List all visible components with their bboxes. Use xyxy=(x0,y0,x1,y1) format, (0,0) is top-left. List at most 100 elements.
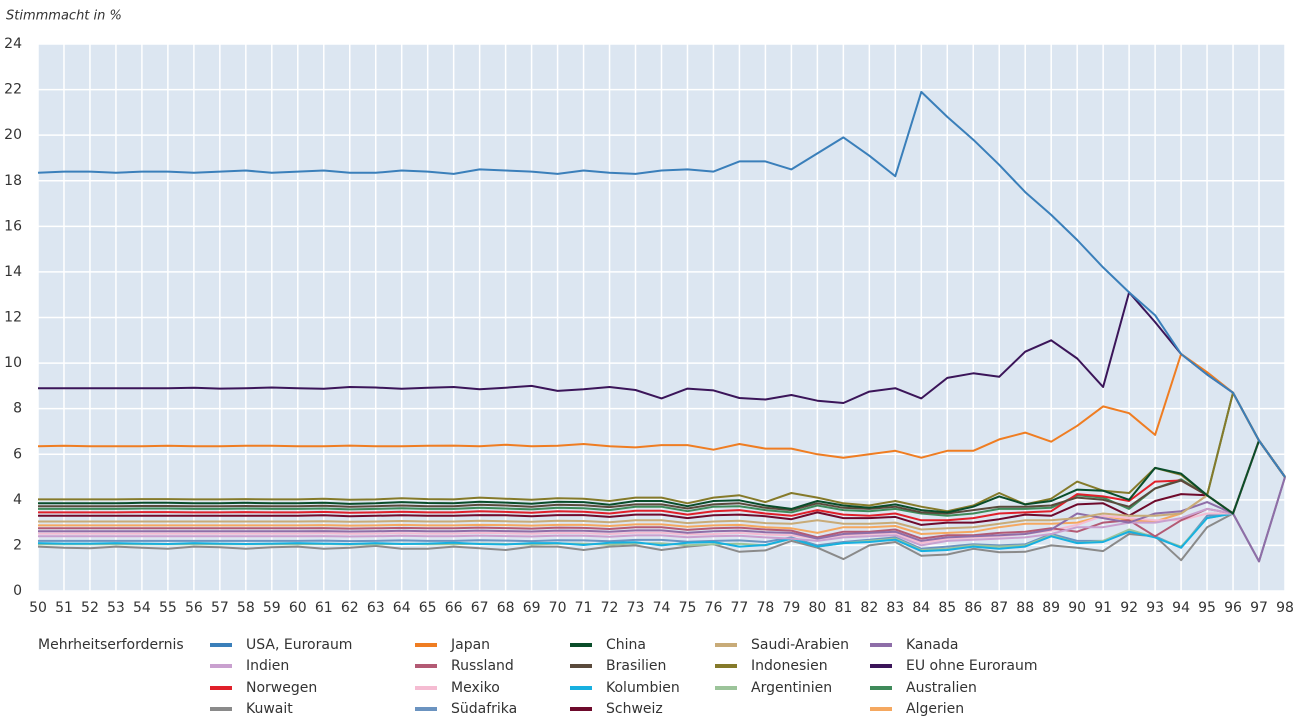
x-tick-label: 75 xyxy=(679,600,697,616)
x-tick-label: 90 xyxy=(1068,600,1086,616)
legend-label: Schweiz xyxy=(606,701,663,717)
x-tick-label: 51 xyxy=(55,600,73,616)
legend-label: Kolumbien xyxy=(606,680,680,696)
x-tick-label: 78 xyxy=(757,600,775,616)
legend-label: Australien xyxy=(906,680,977,696)
legend-label: USA, Euroraum xyxy=(246,637,352,653)
x-tick-label: 84 xyxy=(912,600,930,616)
series-line xyxy=(37,90,1286,478)
series-line xyxy=(38,476,1286,563)
y-axis-label: Stimmmacht in % xyxy=(6,9,122,24)
series-line xyxy=(38,439,1286,545)
series-line xyxy=(38,439,1286,526)
series-line xyxy=(37,476,1286,563)
legend-label: Russland xyxy=(451,658,514,674)
legend-label: Südafrika xyxy=(451,701,517,717)
x-tick-label: 89 xyxy=(1042,600,1060,616)
y-tick-label: 8 xyxy=(13,401,22,417)
x-tick-label: 59 xyxy=(263,600,281,616)
x-tick-label: 92 xyxy=(1120,600,1138,616)
legend-title: Mehrheitserfordernis xyxy=(38,637,184,653)
x-tick-label: 70 xyxy=(549,600,567,616)
x-tick-label: 65 xyxy=(419,600,437,616)
x-tick-label: 74 xyxy=(653,600,671,616)
legend-label: Saudi-Arabien xyxy=(751,637,849,653)
legend-label: EU ohne Euroraum xyxy=(906,658,1038,674)
y-tick-label: 14 xyxy=(4,264,22,280)
x-tick-label: 61 xyxy=(315,600,333,616)
legend-label: Indien xyxy=(246,658,289,674)
legend-label: Norwegen xyxy=(246,680,317,696)
series-line xyxy=(37,353,1286,478)
x-tick-label: 77 xyxy=(731,600,749,616)
x-tick-label: 58 xyxy=(237,600,255,616)
series-line xyxy=(38,439,1286,550)
x-tick-label: 71 xyxy=(575,600,593,616)
x-tick-label: 97 xyxy=(1250,600,1268,616)
x-tick-label: 88 xyxy=(1016,600,1034,616)
series-line xyxy=(38,439,1286,535)
y-tick-label: 10 xyxy=(4,355,22,371)
y-tick-label: 20 xyxy=(4,127,22,143)
legend-label: Kuwait xyxy=(246,701,293,717)
x-tick-label: 66 xyxy=(445,600,463,616)
series-line xyxy=(38,439,1286,522)
x-tick-label: 79 xyxy=(782,600,800,616)
x-tick-label: 82 xyxy=(860,600,878,616)
series-line xyxy=(38,439,1286,547)
series-line xyxy=(38,291,1286,478)
x-tick-label: 94 xyxy=(1172,600,1190,616)
x-tick-label: 80 xyxy=(808,600,826,616)
x-tick-label: 83 xyxy=(886,600,904,616)
x-tick-label: 87 xyxy=(990,600,1008,616)
x-tick-label: 64 xyxy=(393,600,411,616)
x-tick-label: 54 xyxy=(133,600,151,616)
series-line xyxy=(38,391,1286,517)
series-line xyxy=(38,439,1286,515)
y-tick-label: 12 xyxy=(4,310,22,326)
x-tick-label: 96 xyxy=(1224,600,1242,616)
y-tick-label: 18 xyxy=(4,173,22,189)
y-tick-label: 24 xyxy=(4,36,22,52)
series-line xyxy=(38,439,1286,515)
legend-label: Indonesien xyxy=(751,658,828,674)
x-tick-label: 85 xyxy=(938,600,956,616)
x-tick-label: 62 xyxy=(341,600,359,616)
x-tick-label: 60 xyxy=(289,600,307,616)
legend-label: China xyxy=(606,637,646,653)
series-line xyxy=(38,439,1286,531)
x-tick-label: 95 xyxy=(1198,600,1216,616)
x-tick-label: 73 xyxy=(627,600,645,616)
legend-label: Kanada xyxy=(906,637,958,653)
x-tick-label: 50 xyxy=(29,600,47,616)
x-tick-label: 55 xyxy=(159,600,177,616)
x-tick-label: 98 xyxy=(1276,600,1294,616)
x-tick-label: 76 xyxy=(705,600,723,616)
x-tick-label: 63 xyxy=(367,600,385,616)
x-tick-label: 72 xyxy=(601,600,619,616)
x-tick-label: 52 xyxy=(81,600,99,616)
y-tick-label: 4 xyxy=(13,492,22,508)
series-line xyxy=(38,391,1286,513)
series-line xyxy=(38,439,1286,540)
y-tick-label: 2 xyxy=(13,537,22,553)
legend-label: Japan xyxy=(450,637,490,653)
x-tick-label: 57 xyxy=(211,600,229,616)
x-tick-label: 67 xyxy=(471,600,489,616)
legend-label: Algerien xyxy=(906,701,964,717)
legend-label: Argentinien xyxy=(751,680,832,696)
x-tick-label: 86 xyxy=(964,600,982,616)
series-line xyxy=(37,439,1286,553)
x-tick-label: 69 xyxy=(523,600,541,616)
legend-label: Mexiko xyxy=(451,680,500,696)
x-tick-label: 81 xyxy=(834,600,852,616)
y-tick-label: 6 xyxy=(13,446,22,462)
y-tick-label: 22 xyxy=(4,82,22,98)
x-tick-label: 68 xyxy=(497,600,515,616)
y-tick-label: 16 xyxy=(4,218,22,234)
x-tick-label: 91 xyxy=(1094,600,1112,616)
x-tick-label: 53 xyxy=(107,600,125,616)
x-tick-label: 56 xyxy=(185,600,203,616)
x-tick-label: 93 xyxy=(1146,600,1164,616)
